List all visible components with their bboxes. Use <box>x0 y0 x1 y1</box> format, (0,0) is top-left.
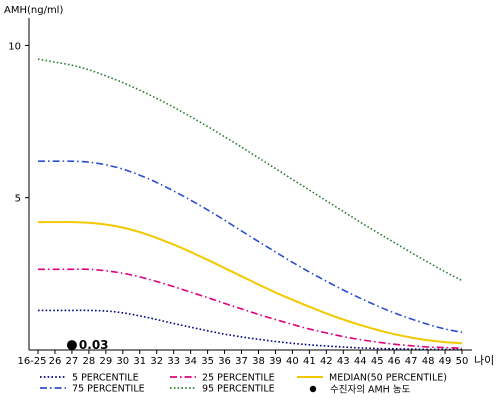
x-tick-label: 46 <box>388 356 401 367</box>
series-line <box>38 221 463 345</box>
x-tick-label: 37 <box>235 356 248 367</box>
patient-marker-layer: 0.03 <box>66 338 109 352</box>
y-axis-ticks: 5 10 <box>8 41 29 205</box>
x-tick-label: 16-25 <box>17 356 46 367</box>
x-tick-label: 27 <box>66 356 79 367</box>
x-tick-label: 43 <box>337 356 350 367</box>
legend-label: 5 PERCENTILE <box>72 373 139 384</box>
patient-amh-value-label: 0.03 <box>79 338 109 352</box>
x-tick-label: 29 <box>99 356 112 367</box>
x-tick-label: 42 <box>320 356 333 367</box>
x-tick-label: 28 <box>83 356 96 367</box>
x-axis-title: 나이 <box>474 354 494 367</box>
series-line <box>37 58 463 282</box>
x-tick-label: 47 <box>405 356 418 367</box>
patient-amh-point <box>66 340 77 351</box>
series-line <box>38 160 463 334</box>
x-tick-label: 44 <box>354 356 367 367</box>
legend-patient-swatch <box>309 385 317 393</box>
x-tick-label: 35 <box>201 356 214 367</box>
x-tick-label: 41 <box>303 356 316 367</box>
legend-patient-label: 수진자의 AMH 농도 <box>330 385 411 396</box>
x-tick-label: 45 <box>371 356 384 367</box>
x-tick-label: 38 <box>252 356 265 367</box>
y-axis-title: AMH(ng/ml) <box>4 5 63 16</box>
x-axis-ticks: 16-25 26 27 28 29 30 31 32 33 34 35 36 37 38 39 40 41 42 4… <box>17 350 468 367</box>
series-line <box>37 309 462 351</box>
x-tick-label: 48 <box>422 356 435 367</box>
x-tick-label: 33 <box>167 356 180 367</box>
x-tick-label: 39 <box>269 356 282 367</box>
x-tick-label: 49 <box>439 356 452 367</box>
series-line <box>38 268 463 349</box>
legend-label: 25 PERCENTILE <box>202 373 275 384</box>
x-tick-label: 32 <box>150 356 163 367</box>
legend-label: 95 PERCENTILE <box>202 384 275 395</box>
legend-label: MEDIAN(50 PERCENTILE) <box>329 373 447 384</box>
x-tick-label: 34 <box>184 356 197 367</box>
percentile-series <box>37 58 463 351</box>
x-tick-label: 50 <box>456 356 469 367</box>
x-tick-label: 26 <box>49 356 62 367</box>
legend-label: 75 PERCENTILE <box>72 384 145 395</box>
x-tick-label: 36 <box>218 356 231 367</box>
x-tick-label: 31 <box>133 356 146 367</box>
x-tick-label: 40 <box>286 356 299 367</box>
y-tick-label: 5 <box>15 194 21 205</box>
chart-legend: 5 PERCENTILE 25 PERCENTILE MEDIAN(50 PERCE… <box>40 373 447 396</box>
y-tick-label: 10 <box>8 41 21 52</box>
x-tick-label: 30 <box>116 356 129 367</box>
